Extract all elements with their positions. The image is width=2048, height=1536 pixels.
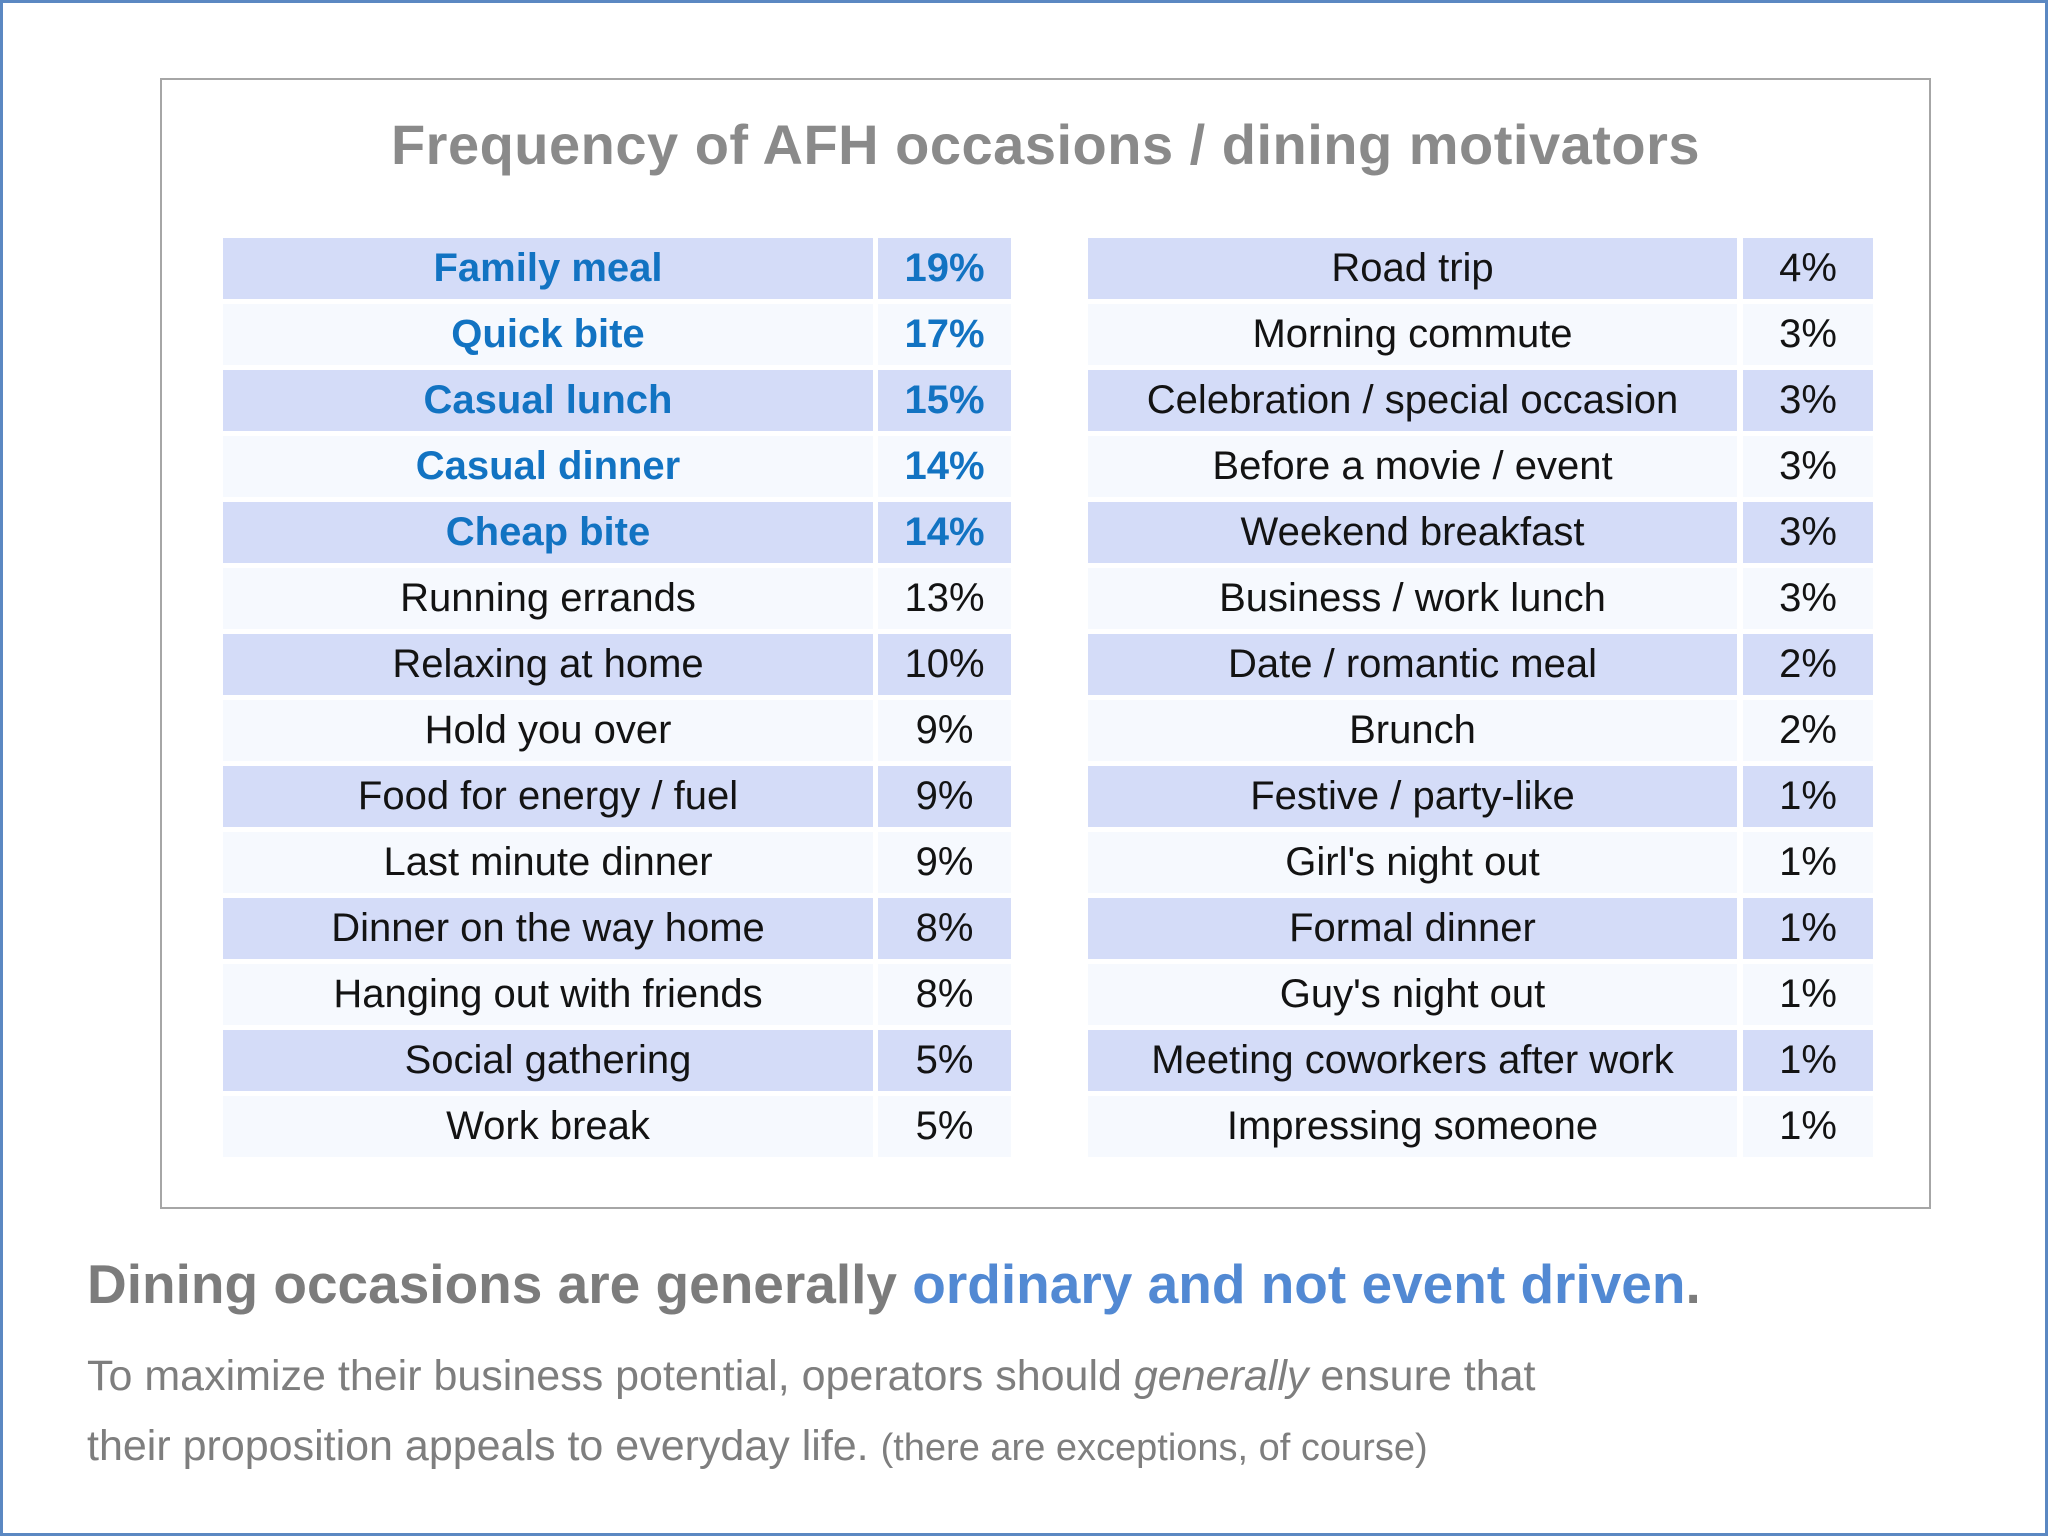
occasion-value-cell: 8% xyxy=(878,898,1011,959)
takeaway-heading: Dining occasions are generally ordinary … xyxy=(87,1251,1987,1317)
occasion-value-cell: 5% xyxy=(878,1096,1011,1157)
takeaway-heading-period: . xyxy=(1685,1253,1701,1315)
occasion-label-cell: Hanging out with friends xyxy=(223,964,873,1025)
occasion-label-cell: Social gathering xyxy=(223,1030,873,1091)
occasion-value-cell: 1% xyxy=(1743,964,1873,1025)
occasion-label-cell: Business / work lunch xyxy=(1088,568,1737,629)
body-line1-post: ensure that xyxy=(1308,1352,1536,1400)
takeaway-body: To maximize their business potential, op… xyxy=(87,1341,1987,1483)
occasion-value-cell: 4% xyxy=(1743,238,1873,299)
occasion-label-cell: Last minute dinner xyxy=(223,832,873,893)
takeaway-body-line-1: To maximize their business potential, op… xyxy=(87,1341,1987,1411)
occasion-label-cell: Girl's night out xyxy=(1088,832,1737,893)
occasion-label-cell: Brunch xyxy=(1088,700,1737,761)
occasion-label-cell: Casual lunch xyxy=(223,370,873,431)
chart-panel: Frequency of AFH occasions / dining moti… xyxy=(160,78,1931,1209)
occasion-label-cell: Casual dinner xyxy=(223,436,873,497)
occasions-table-left: Family meal 19% Quick bite 17% Casual lunch 1… xyxy=(223,238,1011,1157)
occasion-label-cell: Celebration / special occasion xyxy=(1088,370,1737,431)
occasion-label-cell: Dinner on the way home xyxy=(223,898,873,959)
occasion-label-cell: Road trip xyxy=(1088,238,1737,299)
occasion-value-cell: 14% xyxy=(878,502,1011,563)
occasion-value-cell: 1% xyxy=(1743,1096,1873,1157)
body-line1-italic: generally xyxy=(1133,1352,1309,1400)
occasion-value-cell: 3% xyxy=(1743,502,1873,563)
occasion-value-cell: 3% xyxy=(1743,370,1873,431)
occasion-value-cell: 3% xyxy=(1743,436,1873,497)
occasion-value-cell: 3% xyxy=(1743,304,1873,365)
occasion-value-cell: 9% xyxy=(878,832,1011,893)
occasion-label-cell: Weekend breakfast xyxy=(1088,502,1737,563)
occasion-value-cell: 14% xyxy=(878,436,1011,497)
occasion-label-cell: Guy's night out xyxy=(1088,964,1737,1025)
occasion-label-cell: Food for energy / fuel xyxy=(223,766,873,827)
occasion-label-cell: Formal dinner xyxy=(1088,898,1737,959)
body-line1-pre: To maximize their business potential, op… xyxy=(87,1352,1134,1400)
occasion-label-cell: Work break xyxy=(223,1096,873,1157)
chart-title: Frequency of AFH occasions / dining moti… xyxy=(390,113,1701,176)
occasion-label-cell: Quick bite xyxy=(223,304,873,365)
occasion-value-cell: 15% xyxy=(878,370,1011,431)
occasion-label-cell: Cheap bite xyxy=(223,502,873,563)
occasions-table-right: Road trip 4% Morning commute 3% Celebration … xyxy=(1088,238,1873,1157)
occasion-label-cell: Hold you over xyxy=(223,700,873,761)
occasion-label-cell: Morning commute xyxy=(1088,304,1737,365)
occasion-value-cell: 1% xyxy=(1743,832,1873,893)
occasion-label-cell: Before a movie / event xyxy=(1088,436,1737,497)
takeaway-heading-gray-text: Dining occasions are generally xyxy=(87,1253,913,1315)
takeaway-heading-blue-text: ordinary and not event driven xyxy=(912,1253,1686,1315)
occasion-label-cell: Meeting coworkers after work xyxy=(1088,1030,1737,1091)
occasion-label-cell: Family meal xyxy=(223,238,873,299)
occasion-label-cell: Relaxing at home xyxy=(223,634,873,695)
occasion-value-cell: 3% xyxy=(1743,568,1873,629)
body-line2-main: their proposition appeals to everyday li… xyxy=(87,1422,881,1470)
occasion-value-cell: 5% xyxy=(878,1030,1011,1091)
occasion-value-cell: 13% xyxy=(878,568,1011,629)
occasion-label-cell: Festive / party-like xyxy=(1088,766,1737,827)
occasion-value-cell: 9% xyxy=(878,766,1011,827)
occasion-value-cell: 9% xyxy=(878,700,1011,761)
occasion-value-cell: 19% xyxy=(878,238,1011,299)
occasion-value-cell: 1% xyxy=(1743,1030,1873,1091)
occasion-value-cell: 1% xyxy=(1743,898,1873,959)
occasion-label-cell: Running errands xyxy=(223,568,873,629)
takeaway-section: Dining occasions are generally ordinary … xyxy=(87,1251,1987,1483)
occasion-label-cell: Date / romantic meal xyxy=(1088,634,1737,695)
occasion-value-cell: 1% xyxy=(1743,766,1873,827)
occasion-label-cell: Impressing someone xyxy=(1088,1096,1737,1157)
occasion-value-cell: 2% xyxy=(1743,700,1873,761)
occasion-value-cell: 17% xyxy=(878,304,1011,365)
body-line2-note: (there are exceptions, of course) xyxy=(880,1427,1428,1469)
takeaway-body-line-2: their proposition appeals to everyday li… xyxy=(87,1411,1987,1483)
occasion-value-cell: 2% xyxy=(1743,634,1873,695)
occasion-value-cell: 8% xyxy=(878,964,1011,1025)
occasion-value-cell: 10% xyxy=(878,634,1011,695)
